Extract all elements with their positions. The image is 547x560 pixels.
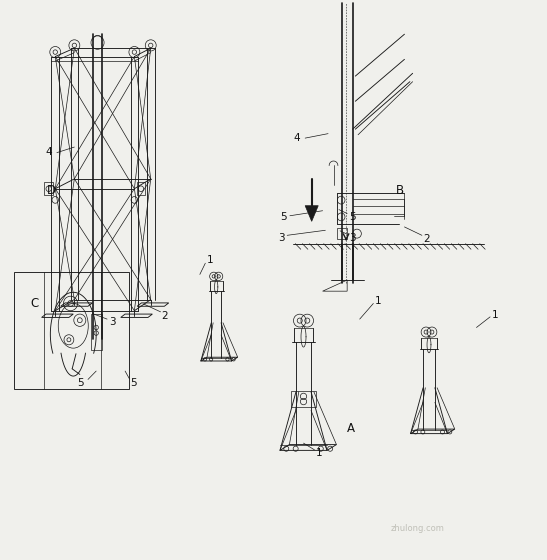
Text: 5: 5 [131,379,137,388]
Text: 3: 3 [349,232,356,242]
Bar [337,228,347,239]
Text: 5: 5 [77,379,84,388]
Text: 5: 5 [349,212,356,222]
Text: 3: 3 [109,317,115,327]
Text: 4: 4 [45,147,52,156]
Polygon shape [305,206,318,221]
Bar [137,182,146,195]
Text: B: B [396,184,404,197]
Text: zhulong.com: zhulong.com [391,524,445,533]
Text: C: C [31,297,39,310]
Bar [91,314,102,350]
Text: 1: 1 [206,255,213,265]
Text: 4: 4 [294,133,300,143]
Text: 3: 3 [278,232,284,242]
Text: A: A [347,422,355,435]
Bar [44,182,53,195]
Bar [14,272,129,389]
Text: 2: 2 [162,311,168,321]
Text: D: D [47,184,56,197]
Text: 1: 1 [492,310,498,320]
Bar [291,391,316,407]
Text: 2: 2 [423,234,430,244]
Text: 5: 5 [281,212,287,222]
Text: 1: 1 [375,296,381,306]
Text: 1: 1 [316,448,322,458]
